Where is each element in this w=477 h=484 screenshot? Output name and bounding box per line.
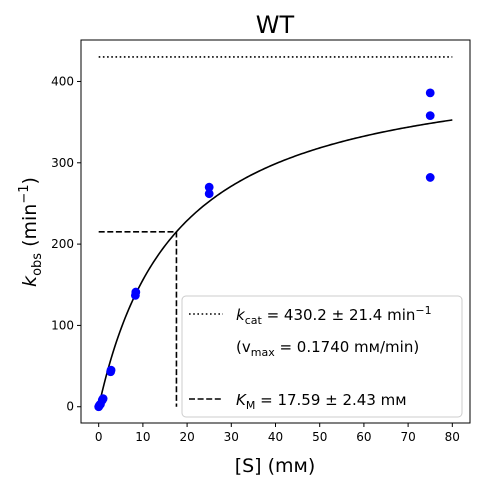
data-point — [106, 365, 116, 375]
x-axis-label: [S] (mм) — [235, 455, 316, 477]
legend-label-kcat: kcat = 430.2 ± 21.4 min−1 — [236, 304, 432, 327]
michaelis-menten-fit-curve — [97, 119, 453, 407]
y-axis-label: kobs (min−1) — [17, 177, 45, 287]
y-axis-label-sup: −1 — [17, 184, 32, 203]
y-tick-label: 200 — [51, 237, 74, 251]
y-axis-ticks: 0 100 200 300 400 — [51, 74, 81, 414]
y-axis-label-sub: obs — [30, 253, 45, 276]
data-point — [204, 182, 214, 192]
y-tick-label: 300 — [51, 156, 74, 170]
km-dashed-guide — [98, 231, 178, 407]
legend-vmax-open: (v — [236, 338, 251, 356]
x-tick-label: 40 — [268, 430, 283, 444]
y-tick-label: 400 — [51, 74, 74, 88]
data-point — [131, 287, 141, 297]
x-tick-label: 10 — [135, 430, 150, 444]
y-tick-label: 0 — [66, 400, 74, 414]
y-tick-label: 100 — [51, 318, 74, 332]
legend-kcat-value: = 430.2 ± 21.4 min — [262, 306, 416, 324]
legend-km-sub: M — [246, 399, 256, 412]
x-tick-label: 30 — [224, 430, 239, 444]
y-axis-label-close: ) — [19, 177, 41, 184]
legend-kcat-k: k — [236, 306, 246, 324]
x-tick-label: 80 — [445, 430, 460, 444]
x-tick-label: 50 — [312, 430, 327, 444]
legend: kcat = 430.2 ± 21.4 min−1 (vmax = 0.1740… — [181, 295, 463, 418]
data-point — [98, 394, 108, 404]
legend-km-value: = 17.59 ± 2.43 mм — [255, 391, 406, 409]
legend-kcat-sub: cat — [245, 314, 263, 327]
legend-label-km: KM = 17.59 ± 2.43 mм — [236, 391, 407, 412]
x-axis-label-close: ) — [308, 455, 315, 477]
x-tick-label: 20 — [179, 430, 194, 444]
legend-label-vmax: (vmax = 0.1740 mм/min) — [236, 338, 419, 359]
x-tick-label: 0 — [95, 430, 103, 444]
legend-km-k: K — [236, 391, 247, 409]
data-point — [204, 189, 214, 199]
legend-kcat-sup: −1 — [415, 304, 431, 317]
y-axis-label-k: k — [19, 275, 41, 287]
data-point — [425, 173, 435, 182]
x-axis-label-main: [S] ( — [235, 455, 275, 477]
legend-vmax-value: = 0.1740 mм/min) — [275, 338, 419, 356]
plot-area — [94, 56, 453, 412]
x-axis-label-unit: mм — [275, 455, 308, 477]
legend-vmax-sub: max — [251, 346, 275, 359]
x-tick-label: 60 — [356, 430, 371, 444]
x-tick-label: 70 — [400, 430, 415, 444]
data-point — [425, 111, 435, 121]
data-point — [425, 88, 435, 98]
chart-title: WT — [256, 11, 295, 39]
y-axis-label-unit: (min — [19, 204, 41, 253]
x-axis-ticks: 0 10 20 30 40 50 60 70 80 — [95, 423, 460, 444]
legend-box — [181, 295, 463, 418]
